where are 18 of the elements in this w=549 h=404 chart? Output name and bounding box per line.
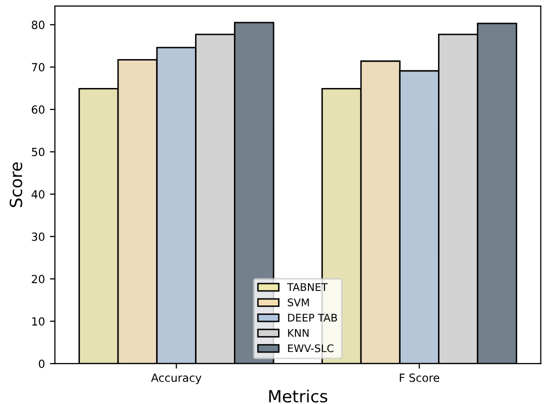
legend-label: KNN [288, 329, 309, 337]
legend-label: EWV-SLC [288, 344, 334, 352]
y-tick-label: 70 [32, 63, 44, 72]
y-tick-label: 30 [32, 232, 44, 241]
y-tick-label: 20 [32, 274, 44, 284]
x-axis-title: Metrics [269, 390, 328, 403]
y-tick-label: 60 [32, 105, 44, 114]
x-tick-label: F Score [400, 374, 440, 382]
legend-label: TABNET [287, 283, 328, 291]
legend-label: DEEP TAB [288, 314, 337, 322]
y-tick-label: 80 [32, 20, 44, 30]
y-tick-label: 10 [32, 317, 44, 326]
y-tick-label: 40 [32, 190, 44, 199]
y-tick-label: 0 [38, 360, 44, 368]
y-tick-label: 50 [32, 148, 44, 156]
x-tick-label: Accuracy [151, 374, 202, 384]
legend-label: SVM [288, 298, 309, 306]
y-axis-title: Score [10, 162, 22, 208]
